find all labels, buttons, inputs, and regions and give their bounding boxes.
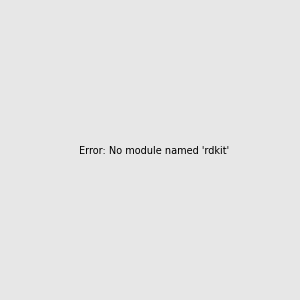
Text: Error: No module named 'rdkit': Error: No module named 'rdkit' [79, 146, 229, 157]
